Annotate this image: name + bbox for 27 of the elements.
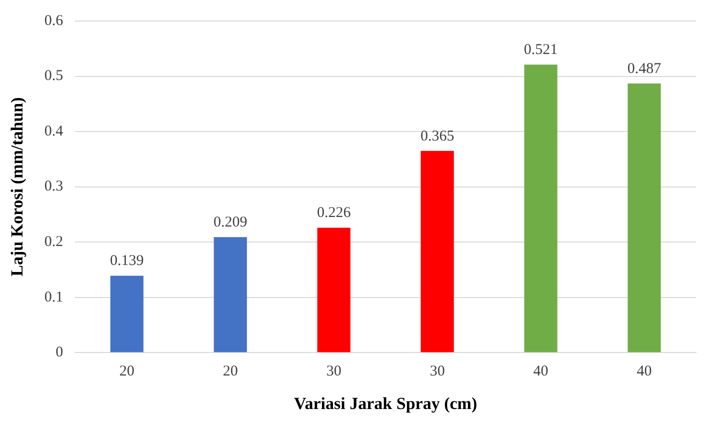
- y-tick-label: 0.6: [44, 12, 64, 29]
- bar: [524, 64, 558, 352]
- x-tick-label: 20: [119, 364, 134, 380]
- y-tick-label: 0.2: [44, 234, 64, 250]
- data-label: 0.209: [213, 214, 248, 231]
- bar: [317, 228, 350, 352]
- bar: [110, 276, 144, 352]
- data-label: 0.139: [110, 253, 144, 270]
- y-tick-label: 0.1: [44, 289, 64, 306]
- y-axis-title: Laju Korosi (mm/tahun): [8, 97, 27, 276]
- data-label: 0.365: [420, 128, 454, 144]
- x-tick-label: 20: [222, 364, 238, 380]
- y-tick-label: 0.5: [44, 68, 64, 84]
- y-tick-label: 0: [56, 344, 64, 361]
- x-tick-label: 30: [326, 364, 342, 380]
- x-tick-label: 30: [430, 364, 445, 380]
- data-label: 0.226: [316, 205, 352, 222]
- data-label: 0.487: [627, 60, 662, 77]
- bar: [420, 150, 454, 352]
- x-tick-label: 40: [636, 364, 652, 380]
- data-label: 0.521: [524, 42, 558, 58]
- y-tick-label: 0.4: [44, 123, 64, 140]
- y-tick-label: 0.3: [44, 178, 64, 195]
- bar: [628, 83, 661, 352]
- x-tick-label: 40: [533, 364, 548, 380]
- bar: [214, 237, 247, 352]
- x-axis-title: Variasi Jarak Spray (cm): [294, 394, 478, 414]
